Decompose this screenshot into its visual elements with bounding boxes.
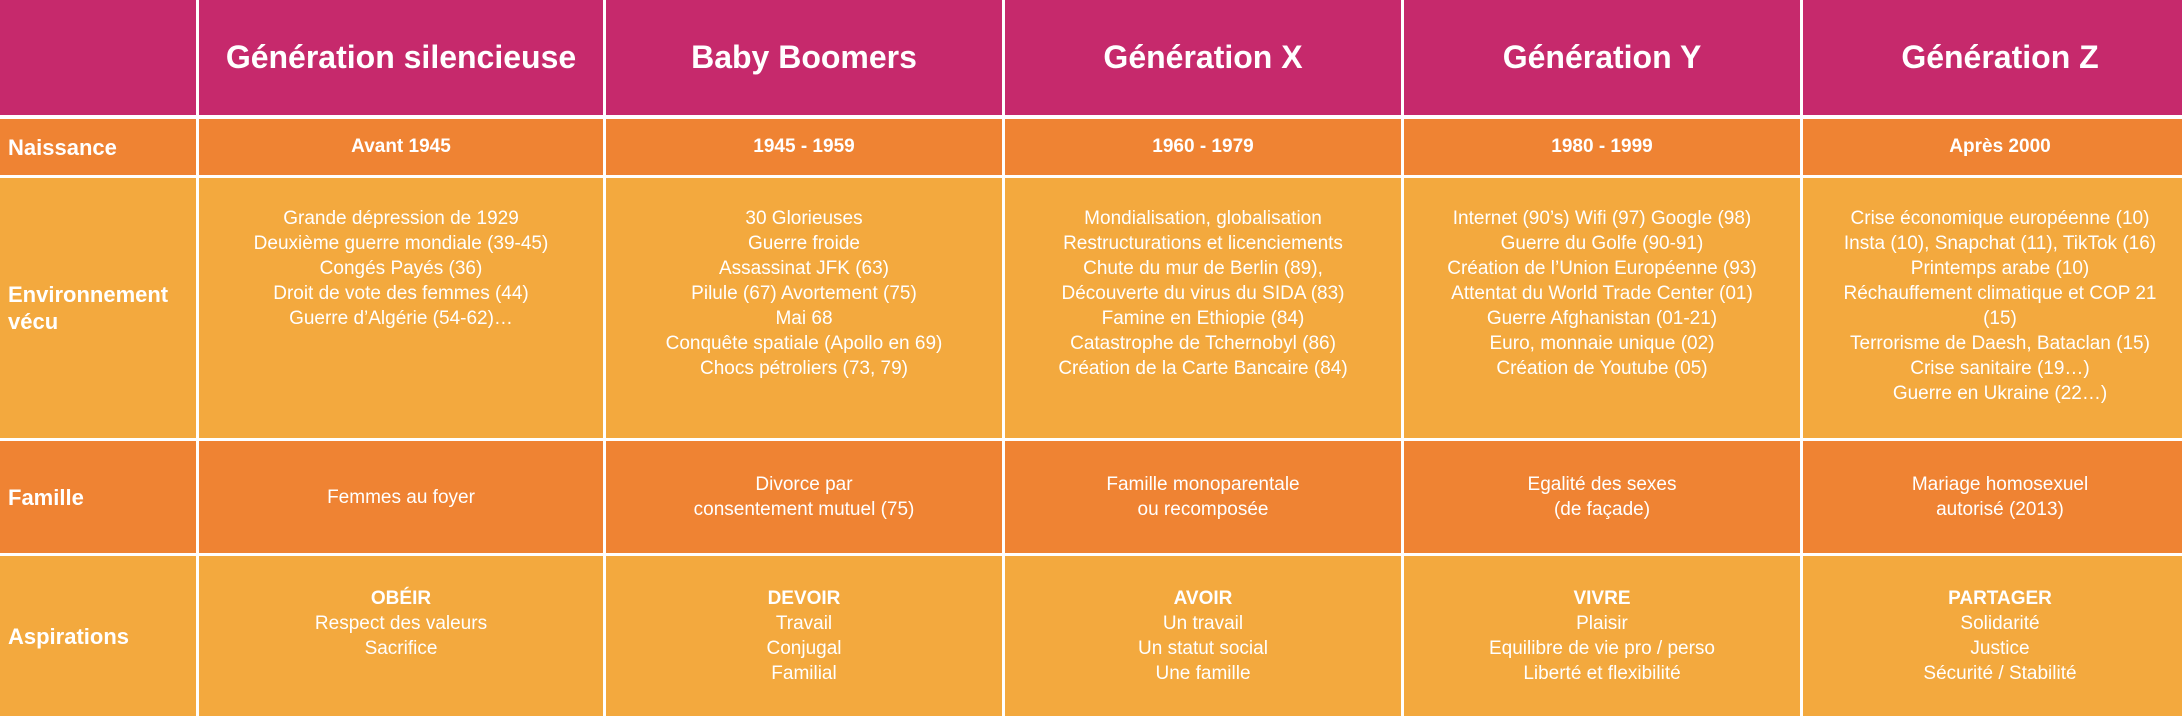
environnement-item: Catastrophe de Tchernobyl (86)	[1070, 333, 1336, 354]
environnement-item: Assassinat JFK (63)	[719, 258, 889, 279]
famille-item: Mariage homosexuel	[1911, 474, 2089, 495]
header-baby-boomers: Baby Boomers	[606, 0, 1002, 119]
environnement-item: (15)	[1983, 308, 2017, 329]
environnement-item: Terrorisme de Daesh, Bataclan (15)	[1850, 333, 2150, 354]
environnement-item: Printemps arabe (10)	[1910, 258, 2090, 279]
environnement-cell: Internet (90’s) Wifi (97) Google (98) Gu…	[1404, 178, 1800, 438]
environnement-item: Création de l’Union Européenne (93)	[1447, 258, 1757, 279]
environnement-item: Guerre Afghanistan (01-21)	[1486, 308, 1718, 329]
naissance-cell: Après 2000	[1803, 119, 2182, 175]
environnement-item: Réchauffement climatique et COP 21	[1843, 283, 2157, 304]
environnement-item: Guerre froide	[748, 233, 860, 254]
aspiration-item: Sécurité / Stabilité	[1923, 663, 2077, 684]
environnement-item: Grande dépression de 1929	[283, 208, 519, 229]
environnement-item: Insta (10), Snapchat (11), TikTok (16)	[1843, 233, 2157, 254]
aspiration-title: PARTAGER	[1948, 588, 2052, 609]
famille-cell: Divorce par consentement mutuel (75)	[606, 441, 1002, 553]
aspiration-title: DEVOIR	[767, 588, 841, 609]
environnement-item: Crise économique européenne (10)	[1850, 208, 2150, 229]
row-label-environnement: Environnement vécu	[0, 178, 196, 438]
header-generation-z: Génération Z	[1803, 0, 2182, 119]
environnement-item: Guerre d’Algérie (54-62)…	[289, 308, 513, 329]
header-generation-y: Génération Y	[1404, 0, 1800, 119]
naissance-cell: 1960 - 1979	[1005, 119, 1401, 175]
famille-cell: Egalité des sexes (de façade)	[1404, 441, 1800, 553]
famille-cell: Femmes au foyer	[199, 441, 603, 553]
row-label-aspirations: Aspirations	[0, 556, 196, 716]
environnement-item: Internet (90’s) Wifi (97) Google (98)	[1452, 208, 1752, 229]
famille-item: consentement mutuel (75)	[693, 499, 915, 520]
famille-item: autorisé (2013)	[1936, 499, 2064, 520]
environnement-item: Création de la Carte Bancaire (84)	[1058, 358, 1348, 379]
aspirations-cell: VIVRE Plaisir Equilibre de vie pro / per…	[1404, 556, 1800, 716]
environnement-item: Euro, monnaie unique (02)	[1489, 333, 1715, 354]
environnement-item: Mondialisation, globalisation	[1084, 208, 1322, 229]
aspiration-item: Plaisir	[1576, 613, 1628, 634]
row-label-naissance: Naissance	[0, 119, 196, 175]
row-label-line: Environnement	[8, 282, 169, 307]
aspiration-item: Solidarité	[1960, 613, 2040, 634]
environnement-item: Pilule (67) Avortement (75)	[691, 283, 917, 304]
famille-item: Divorce par	[755, 474, 853, 495]
header-generation-silencieuse: Génération silencieuse	[199, 0, 603, 119]
aspirations-cell: DEVOIR Travail Conjugal Familial	[606, 556, 1002, 716]
aspiration-item: Familial	[771, 663, 837, 684]
environnement-item: Guerre du Golfe (90-91)	[1500, 233, 1704, 254]
famille-item: Famille monoparentale	[1106, 474, 1300, 495]
environnement-item: Deuxième guerre mondiale (39-45)	[253, 233, 549, 254]
environnement-item: Attentat du World Trade Center (01)	[1451, 283, 1753, 304]
environnement-item: Droit de vote des femmes (44)	[273, 283, 529, 304]
environnement-item: Chocs pétroliers (73, 79)	[699, 358, 909, 379]
aspiration-item: Une famille	[1155, 663, 1251, 684]
aspiration-title: AVOIR	[1173, 588, 1233, 609]
environnement-item: Découverte du virus du SIDA (83)	[1061, 283, 1345, 304]
famille-item: Femmes au foyer	[327, 486, 475, 508]
famille-item: ou recomposée	[1137, 499, 1269, 520]
environnement-item: Conquête spatiale (Apollo en 69)	[665, 333, 943, 354]
aspiration-title: OBÉIR	[370, 588, 432, 609]
environnement-item: Guerre en Ukraine (22…)	[1892, 383, 2108, 404]
environnement-cell: Crise économique européenne (10) Insta (…	[1803, 178, 2182, 438]
aspiration-item: Justice	[1970, 638, 2030, 659]
aspirations-cell: OBÉIR Respect des valeurs Sacrifice	[199, 556, 603, 716]
famille-cell: Famille monoparentale ou recomposée	[1005, 441, 1401, 553]
environnement-item: Crise sanitaire (19…)	[1910, 358, 2090, 379]
aspiration-item: Equilibre de vie pro / perso	[1488, 638, 1715, 659]
row-label-line: vécu	[8, 309, 59, 334]
environnement-cell: Mondialisation, globalisation Restructur…	[1005, 178, 1401, 438]
header-corner-cell	[0, 0, 196, 119]
header-generation-x: Génération X	[1005, 0, 1401, 119]
aspiration-item: Respect des valeurs	[314, 613, 488, 634]
environnement-cell: Grande dépression de 1929 Deuxième guerr…	[199, 178, 603, 438]
famille-item: (de façade)	[1553, 499, 1651, 520]
aspiration-title: VIVRE	[1573, 588, 1631, 609]
environnement-item: Mai 68	[775, 308, 833, 329]
naissance-cell: Avant 1945	[199, 119, 603, 175]
row-label-famille: Famille	[0, 441, 196, 553]
naissance-cell: 1945 - 1959	[606, 119, 1002, 175]
aspiration-item: Conjugal	[766, 638, 842, 659]
environnement-item: Création de Youtube (05)	[1496, 358, 1708, 379]
environnement-item: Famine en Ethiopie (84)	[1101, 308, 1305, 329]
environnement-cell: 30 Glorieuses Guerre froide Assassinat J…	[606, 178, 1002, 438]
environnement-item: Congés Payés (36)	[319, 258, 483, 279]
aspiration-item: Travail	[775, 613, 833, 634]
famille-item: Egalité des sexes	[1527, 474, 1677, 495]
aspiration-item: Liberté et flexibilité	[1523, 663, 1681, 684]
environnement-item: Restructurations et licenciements	[1063, 233, 1343, 254]
aspirations-cell: AVOIR Un travail Un statut social Une fa…	[1005, 556, 1401, 716]
naissance-cell: 1980 - 1999	[1404, 119, 1800, 175]
aspiration-item: Sacrifice	[364, 638, 438, 659]
famille-cell: Mariage homosexuel autorisé (2013)	[1803, 441, 2182, 553]
environnement-item: Chute du mur de Berlin (89),	[1083, 258, 1323, 279]
environnement-item: 30 Glorieuses	[745, 208, 863, 229]
aspirations-cell: PARTAGER Solidarité Justice Sécurité / S…	[1803, 556, 2182, 716]
aspiration-item: Un travail	[1162, 613, 1244, 634]
aspiration-item: Un statut social	[1138, 638, 1268, 659]
